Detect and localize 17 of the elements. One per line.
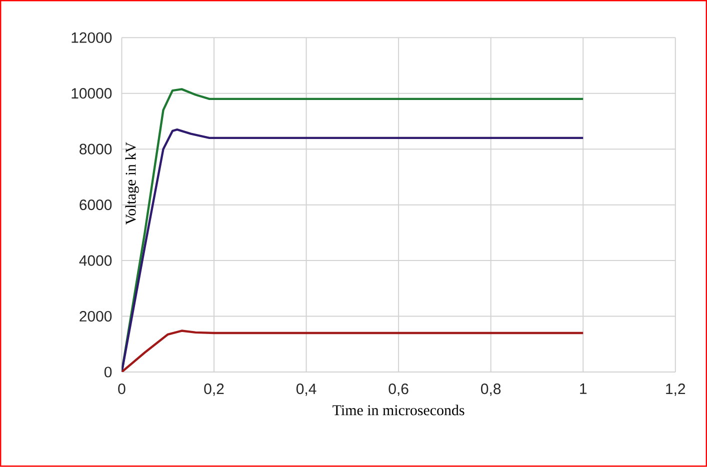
x-tick-label: 0,4	[296, 384, 316, 396]
y-tick-label: 0	[104, 366, 112, 378]
y-tick-label: 10000	[72, 88, 112, 99]
x-tick-label: 0	[118, 384, 126, 394]
y-tick-label: 12000	[72, 32, 112, 44]
line-series	[122, 330, 584, 372]
y-tick-label: 2000	[80, 311, 112, 322]
x-tick-label: 0,2	[204, 384, 224, 396]
x-tick-label: 0,8	[481, 384, 501, 396]
y-tick-label: 4000	[79, 255, 112, 266]
y-tick-label: 6000	[80, 200, 112, 210]
y-axis-title: Voltage in kV	[125, 142, 139, 225]
x-tick-label: 1	[580, 384, 587, 394]
x-tick-label: 1,2	[666, 384, 686, 396]
x-axis-title: Time in microseconds	[332, 404, 464, 416]
x-tick-label: 0,6	[388, 384, 408, 396]
y-tick-label: 8000	[80, 144, 112, 155]
